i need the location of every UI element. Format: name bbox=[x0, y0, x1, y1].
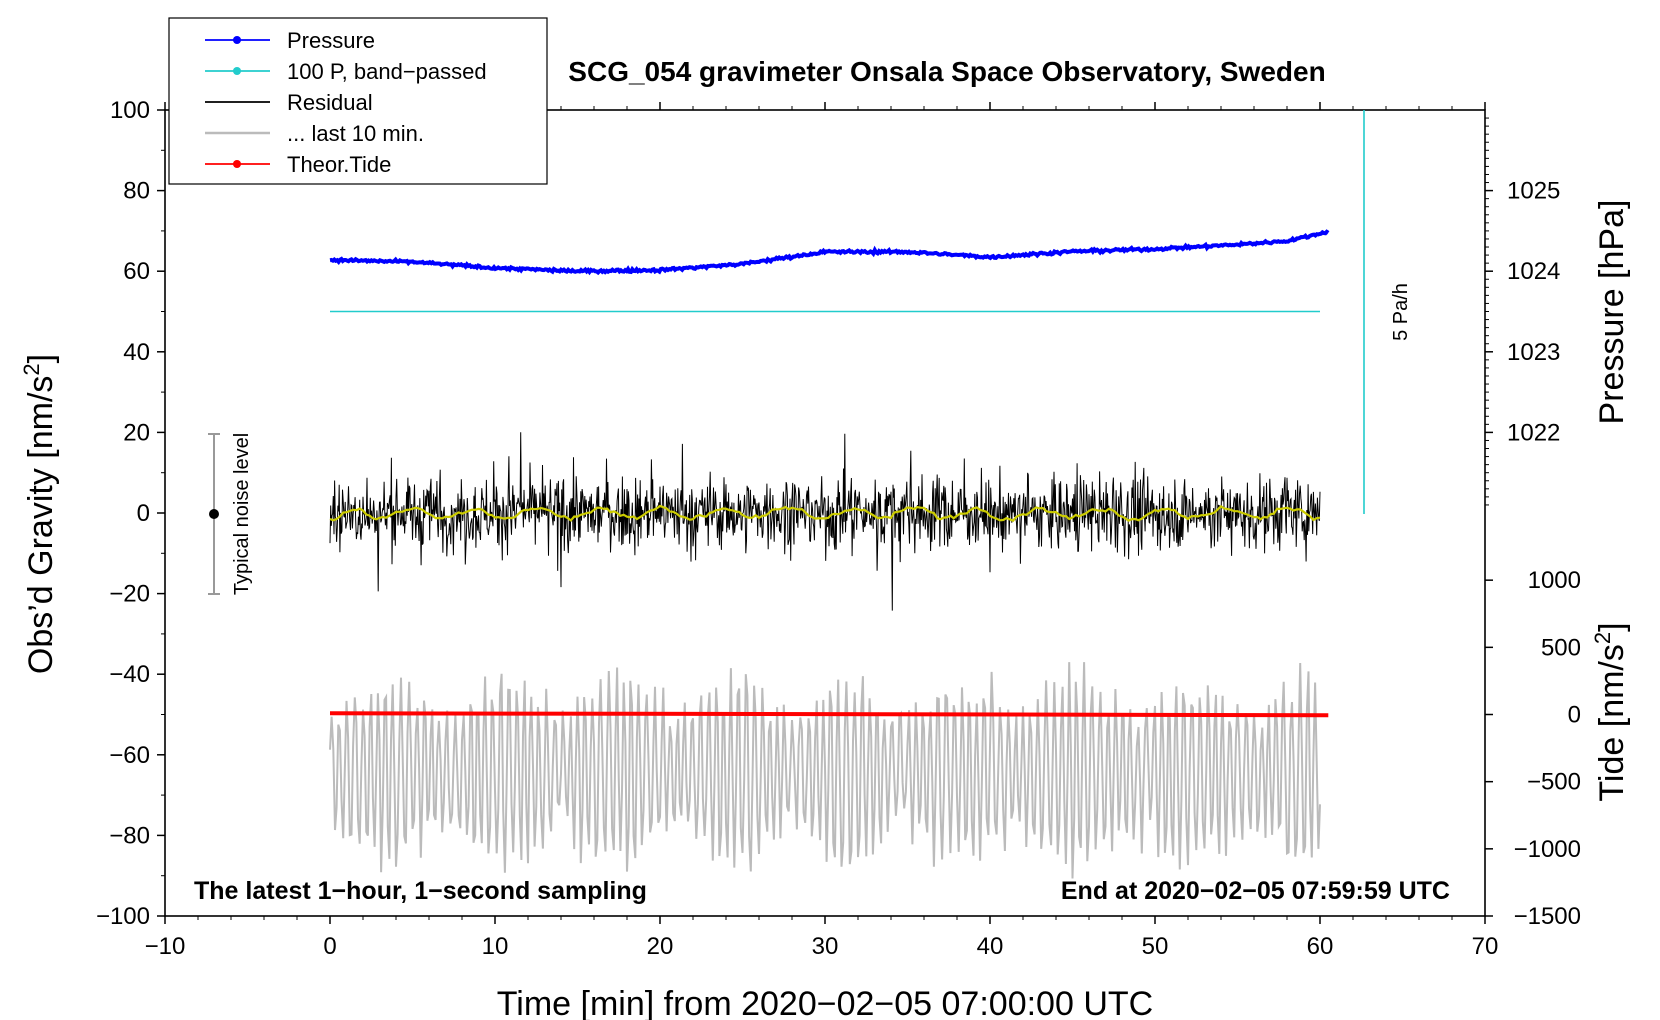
pressure-tick-label: 1024 bbox=[1507, 258, 1560, 285]
y-axis-title-tide: Tide [nm/s2] bbox=[1590, 622, 1631, 801]
legend-box bbox=[168, 17, 548, 185]
annotation-end-time: End at 2020−02−05 07:59:59 UTC bbox=[1061, 877, 1450, 905]
y-tick-label: −100 bbox=[96, 903, 150, 930]
y-tick-label: 40 bbox=[123, 339, 150, 366]
x-tick-label: 20 bbox=[647, 933, 674, 960]
noise-level-dot bbox=[209, 509, 219, 519]
noise-level-label: Typical noise level bbox=[231, 433, 253, 595]
y-axis-ticks: 100 80 60 40 20 0 −20 −40 −60 −80 −100 bbox=[96, 97, 165, 930]
y-tick-label: −80 bbox=[109, 822, 150, 849]
tide-tick-label: 500 bbox=[1541, 634, 1581, 661]
y-tick-label: −60 bbox=[109, 742, 150, 769]
y-axis-title-left: Obs’d Gravity [nm/s2] bbox=[19, 354, 60, 674]
noise-level-indicator bbox=[208, 433, 220, 595]
tide-tick-label: −1000 bbox=[1514, 836, 1581, 863]
y-tick-label: 0 bbox=[137, 500, 150, 527]
chart-title: SCG_054 gravimeter Onsala Space Observat… bbox=[568, 56, 1325, 87]
y-tick-label: 60 bbox=[123, 258, 150, 285]
annotation-sampling: The latest 1−hour, 1−second sampling bbox=[194, 877, 647, 905]
x-tick-label: 60 bbox=[1307, 933, 1334, 960]
legend-label: Pressure bbox=[287, 28, 375, 53]
y-tick-label: 80 bbox=[123, 178, 150, 205]
y-tick-label: 20 bbox=[123, 419, 150, 446]
tide-tick-label: −1500 bbox=[1514, 903, 1581, 930]
theoretical-tide-line bbox=[329, 711, 1329, 718]
legend-swatch-marker bbox=[233, 36, 241, 44]
legend-label: Residual bbox=[287, 90, 373, 115]
x-tick-label: 50 bbox=[1142, 933, 1169, 960]
tide-tick-label: 1000 bbox=[1528, 567, 1581, 594]
y-tick-label: −40 bbox=[109, 661, 150, 688]
rate-label: 5 Pa/h bbox=[1390, 283, 1412, 341]
legend-label: 100 P, band−passed bbox=[287, 59, 487, 84]
pressure-line bbox=[329, 229, 1330, 276]
tide-axis-ticks: 1000 500 0 −500 −1000 −1500 bbox=[1485, 567, 1581, 930]
x-tick-label: 0 bbox=[323, 933, 336, 960]
legend-swatch-marker bbox=[233, 67, 241, 75]
legend-label: ... last 10 min. bbox=[287, 121, 424, 146]
y-axis-title-pressure: Pressure [hPa] bbox=[1593, 200, 1631, 425]
pressure-tick-label: 1025 bbox=[1507, 178, 1560, 205]
x-axis-ticks: −10 0 10 20 30 40 50 60 70 bbox=[145, 102, 1499, 960]
tide-tick-label: 0 bbox=[1568, 702, 1581, 729]
x-tick-label: 40 bbox=[977, 933, 1004, 960]
y-tick-label: −20 bbox=[109, 581, 150, 608]
x-axis-title: Time [min] from 2020−02−05 07:00:00 UTC bbox=[497, 985, 1153, 1020]
x-tick-label: 10 bbox=[482, 933, 509, 960]
pressure-axis-ticks: 1025 1024 1023 1022 bbox=[1485, 117, 1560, 506]
residual-line bbox=[329, 432, 1321, 611]
legend: Pressure 100 P, band−passed Residual ... la… bbox=[168, 17, 548, 185]
x-tick-label: −10 bbox=[145, 933, 186, 960]
legend-label: Theor.Tide bbox=[287, 152, 391, 177]
pressure-tick-label: 1023 bbox=[1507, 339, 1560, 366]
x-tick-label: 70 bbox=[1472, 933, 1499, 960]
last-10-min-line bbox=[329, 662, 1321, 879]
pressure-tick-label: 1022 bbox=[1507, 419, 1560, 446]
legend-swatch-marker bbox=[233, 160, 241, 168]
y-tick-label: 100 bbox=[110, 97, 150, 124]
residual-smoothed-line bbox=[329, 504, 1321, 523]
data-series bbox=[329, 229, 1330, 879]
tide-tick-label: −500 bbox=[1527, 769, 1581, 796]
x-tick-label: 30 bbox=[812, 933, 839, 960]
